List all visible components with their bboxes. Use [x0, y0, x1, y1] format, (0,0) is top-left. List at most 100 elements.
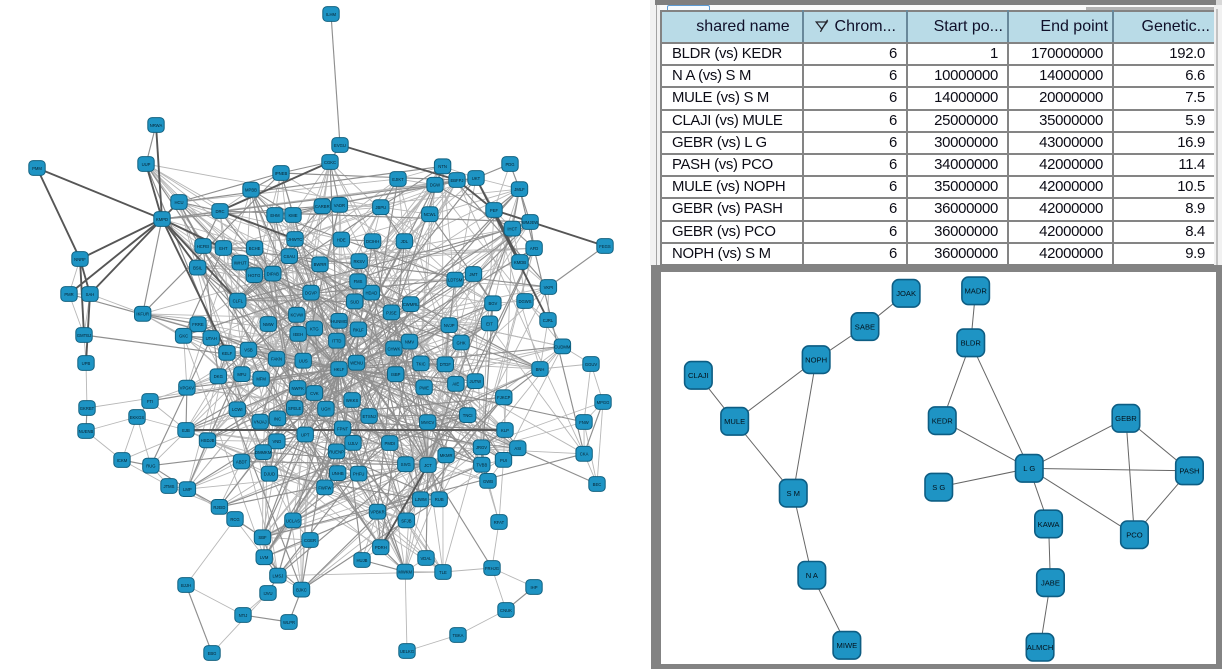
svg-text:UGH: UGH: [321, 407, 330, 412]
svg-text:WLPR: WLPR: [283, 620, 295, 625]
svg-text:NWFK: NWFK: [292, 386, 305, 391]
svg-text:DRC: DRC: [215, 209, 224, 214]
svg-text:UNHB: UNHB: [332, 471, 344, 476]
svg-text:JABE: JABE: [1040, 578, 1059, 587]
svg-text:MFU: MFU: [237, 372, 246, 377]
svg-text:IHCT: IHCT: [507, 227, 517, 232]
svg-text:JCT: JCT: [424, 463, 432, 468]
svg-text:PDG: PDG: [505, 162, 514, 167]
svg-text:NTN: NTN: [438, 164, 447, 169]
svg-text:EBFPJ: EBFPJ: [450, 178, 463, 183]
svg-text:BWRR: BWRR: [314, 262, 327, 267]
svg-text:RKSV: RKSV: [353, 259, 365, 264]
svg-text:HDAD: HDAD: [365, 291, 377, 296]
svg-text:MULE: MULE: [724, 417, 745, 426]
svg-text:HUJB: HUJB: [357, 558, 368, 563]
svg-text:KEDR: KEDR: [931, 416, 953, 425]
svg-text:PASH: PASH: [1179, 466, 1199, 475]
svg-text:UJLV: UJLV: [348, 441, 358, 446]
svg-text:MADR: MADR: [964, 286, 987, 295]
svg-text:CNUK: CNUK: [500, 608, 512, 613]
svg-text:HSDJB: HSDJB: [201, 438, 215, 443]
svg-text:UKT: UKT: [472, 176, 481, 181]
svg-text:KCVW: KCVW: [291, 313, 304, 318]
svg-text:HKLF: HKLF: [334, 367, 345, 372]
svg-text:UUP: UUP: [142, 162, 151, 167]
svg-text:S G: S G: [932, 483, 945, 492]
svg-text:ABDT: ABDT: [236, 459, 248, 464]
svg-text:JHWTC: JHWTC: [288, 237, 303, 242]
svg-text:UTAH: UTAH: [206, 336, 217, 341]
svg-text:PCO: PCO: [1126, 530, 1143, 539]
svg-text:DGW: DGW: [430, 183, 440, 188]
svg-text:TBKA: TBKA: [453, 633, 464, 638]
svg-text:FRHJG: FRHJG: [485, 566, 499, 571]
svg-text:JRGV: JRGV: [476, 445, 487, 450]
svg-text:KMDB: KMDB: [514, 260, 526, 265]
svg-text:LMP: LMP: [183, 487, 192, 492]
svg-text:JUTW: JUTW: [469, 379, 481, 384]
svg-text:BLDR: BLDR: [960, 338, 981, 347]
svg-text:EKKGS: EKKGS: [130, 415, 145, 420]
svg-text:NNRF: NNRF: [74, 257, 86, 262]
svg-text:CHWK: CHWK: [388, 346, 401, 351]
svg-text:GHK: GHK: [457, 340, 466, 345]
svg-text:MKMR: MKMR: [440, 453, 453, 458]
svg-text:MVICV: MVICV: [421, 420, 434, 425]
svg-text:PMDI: PMDI: [385, 441, 395, 446]
svg-text:PUI: PUI: [500, 458, 507, 463]
svg-text:NUENB: NUENB: [79, 429, 94, 434]
svg-text:VND: VND: [272, 439, 281, 444]
svg-text:EHM: EHM: [270, 213, 280, 218]
svg-text:DGVP: DGVP: [305, 291, 317, 296]
svg-text:FMS: FMS: [354, 279, 363, 284]
svg-text:CWMRL: CWMRL: [403, 302, 419, 307]
svg-text:CSAU: CSAU: [283, 254, 295, 259]
svg-text:MFM: MFM: [256, 377, 266, 382]
svg-text:CJRL: CJRL: [543, 318, 554, 323]
svg-text:HGTG: HGTG: [248, 273, 260, 278]
svg-text:EVGU: EVGU: [334, 143, 346, 148]
svg-text:INC: INC: [274, 416, 281, 421]
svg-text:UUS: UUS: [299, 359, 308, 364]
svg-text:GEBR: GEBR: [1115, 414, 1137, 423]
svg-text:IHP: IHP: [531, 585, 538, 590]
svg-text:DCIHH: DCIHH: [366, 239, 379, 244]
svg-text:SBF: SBF: [258, 535, 267, 540]
svg-text:SAH: SAH: [86, 292, 95, 297]
svg-text:UPT: UPT: [301, 432, 310, 437]
svg-text:DJUD: DJUD: [264, 472, 275, 477]
svg-text:VPGKV: VPGKV: [180, 386, 195, 391]
svg-text:JBPU: JBPU: [375, 205, 386, 210]
svg-text:PJSE: PJSE: [386, 310, 397, 315]
svg-text:PEF: PEF: [490, 208, 499, 213]
svg-text:BGV: BGV: [488, 301, 497, 306]
svg-text:FTI: FTI: [147, 399, 153, 404]
svg-text:MPBB: MPBB: [245, 188, 257, 193]
svg-text:L G: L G: [1023, 464, 1035, 473]
svg-text:EJB: EJB: [182, 428, 190, 433]
svg-text:CLAJI: CLAJI: [688, 371, 709, 380]
svg-text:TNCI: TNCI: [463, 413, 473, 418]
svg-text:JOAK: JOAK: [896, 289, 916, 298]
svg-text:AIE: AIE: [452, 382, 459, 387]
svg-text:KMPD: KMPD: [156, 217, 168, 222]
svg-text:KLP: KLP: [501, 428, 509, 433]
svg-text:FWFW: FWFW: [318, 485, 331, 490]
svg-text:FNW: FNW: [579, 420, 589, 425]
svg-text:EJIKT: EJIKT: [392, 177, 404, 182]
svg-text:CGER: CGER: [304, 538, 316, 543]
svg-text:WMJEW: WMJEW: [522, 220, 538, 225]
svg-text:FRRE: FRRE: [192, 322, 204, 327]
svg-text:IPNEB: IPNEB: [275, 171, 288, 176]
svg-text:CLFL: CLFL: [233, 299, 244, 304]
svg-text:RKLF: RKLF: [353, 327, 364, 332]
svg-text:CKA: CKA: [580, 452, 589, 457]
svg-text:RUG: RUG: [146, 464, 155, 469]
svg-text:BSIL: BSIL: [193, 266, 203, 271]
svg-text:TKIC: TKIC: [416, 361, 426, 366]
svg-text:TLE: TLE: [439, 570, 447, 575]
svg-text:CARBR: CARBR: [315, 204, 330, 209]
svg-text:EBG: EBG: [208, 651, 217, 656]
svg-text:GKRBT: GKRBT: [80, 406, 95, 411]
